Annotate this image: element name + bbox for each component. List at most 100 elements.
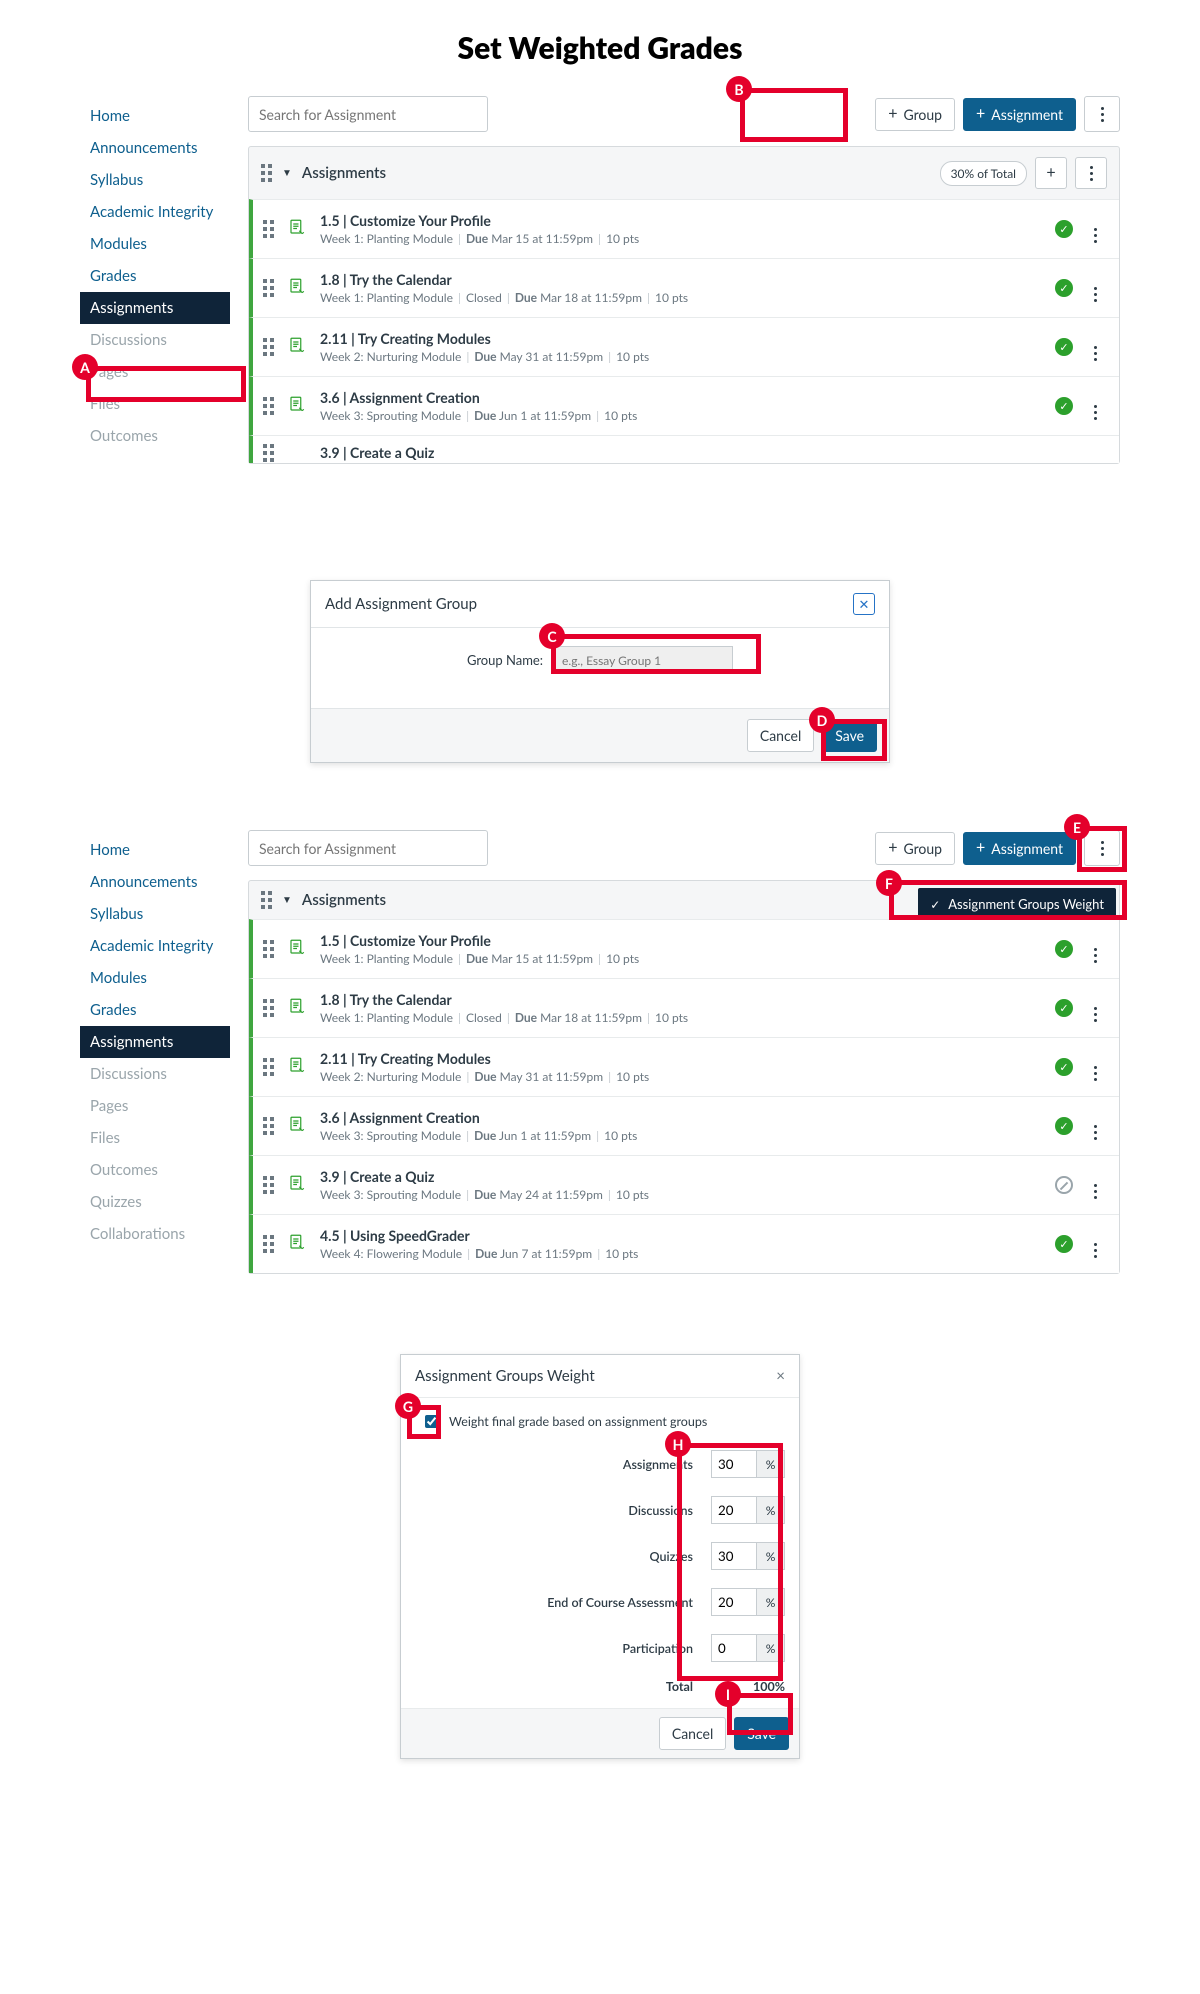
sidebar-item-assignments[interactable]: Assignments — [80, 1026, 230, 1058]
sidebar-item-academic-integrity[interactable]: Academic Integrity — [80, 196, 230, 228]
kebab-icon — [1087, 228, 1103, 243]
cancel-button[interactable]: Cancel — [659, 1717, 726, 1750]
assignment-row[interactable]: 3.9 | Create a QuizWeek 3: Sprouting Mod… — [249, 1155, 1119, 1214]
sidebar-item-modules[interactable]: Modules — [80, 962, 230, 994]
assignment-name: 2.11 | Try Creating Modules — [320, 330, 1041, 347]
drag-handle-icon[interactable] — [263, 338, 274, 356]
kebab-icon — [1087, 1007, 1103, 1022]
sidebar-item-outcomes[interactable]: Outcomes — [80, 1154, 230, 1186]
row-options-button[interactable] — [1087, 1054, 1103, 1081]
drag-handle-icon[interactable] — [263, 940, 274, 958]
search-input[interactable] — [248, 830, 488, 866]
drag-handle-icon[interactable] — [263, 1176, 274, 1194]
sidebar-item-grades[interactable]: Grades — [80, 994, 230, 1026]
drag-handle-icon[interactable] — [263, 279, 274, 297]
sidebar-item-pages[interactable]: Pages — [80, 1090, 230, 1122]
row-options-button[interactable] — [1087, 995, 1103, 1022]
drag-handle-icon[interactable] — [261, 891, 272, 909]
assignment-row[interactable]: 3.6 | Assignment CreationWeek 3: Sprouti… — [249, 1096, 1119, 1155]
assignment-row[interactable]: 1.8 | Try the CalendarWeek 1: Planting M… — [249, 978, 1119, 1037]
drag-handle-icon[interactable] — [263, 220, 274, 238]
sidebar-item-discussions[interactable]: Discussions — [80, 324, 230, 356]
group-name-input[interactable] — [553, 646, 733, 674]
sidebar-item-announcements[interactable]: Announcements — [80, 866, 230, 898]
sidebar-item-syllabus[interactable]: Syllabus — [80, 898, 230, 930]
drag-handle-icon[interactable] — [263, 1117, 274, 1135]
sidebar-item-assignments[interactable]: Assignments — [80, 292, 230, 324]
row-options-button[interactable] — [1087, 1231, 1103, 1258]
group-add-button[interactable]: + — [1035, 157, 1067, 189]
add-group-button[interactable]: + Group — [875, 832, 955, 865]
assignment-row[interactable]: 3.6 | Assignment CreationWeek 3: Sprouti… — [249, 376, 1119, 435]
row-options-button[interactable] — [1087, 936, 1103, 963]
sidebar-item-grades[interactable]: Grades — [80, 260, 230, 292]
close-icon[interactable]: × — [776, 1367, 785, 1385]
add-assignment-label: Assignment — [991, 106, 1063, 123]
drag-handle-icon[interactable] — [263, 1058, 274, 1076]
chevron-down-icon[interactable]: ▼ — [282, 167, 292, 179]
row-options-button[interactable] — [1087, 1113, 1103, 1140]
drag-handle-icon[interactable] — [263, 1235, 274, 1253]
kebab-icon — [1087, 1066, 1103, 1081]
row-options-button[interactable] — [1087, 1172, 1103, 1199]
assignment-row[interactable]: 1.8 | Try the CalendarWeek 1: Planting M… — [249, 258, 1119, 317]
sidebar-item-collaborations[interactable]: Collaborations — [80, 1218, 230, 1250]
assignment-row[interactable]: 2.11 | Try Creating ModulesWeek 2: Nurtu… — [249, 317, 1119, 376]
assignment-icon — [288, 996, 306, 1020]
drag-handle-icon[interactable] — [263, 397, 274, 415]
row-options-button[interactable] — [1087, 334, 1103, 361]
weight-row-label: Discussions — [415, 1503, 711, 1518]
close-icon[interactable]: ✕ — [853, 593, 875, 615]
sidebar-item-pages[interactable]: Pages — [80, 356, 230, 388]
assignment-name: 3.6 | Assignment Creation — [320, 1109, 1041, 1126]
weight-input[interactable] — [711, 1634, 757, 1662]
assignment-meta: Week 1: Planting Module|Closed|Due Mar 1… — [320, 290, 1041, 305]
assignment-row[interactable]: 1.5 | Customize Your ProfileWeek 1: Plan… — [249, 199, 1119, 258]
save-button[interactable]: Save — [734, 1717, 789, 1750]
weight-checkbox-row[interactable]: Weight final grade based on assignment g… — [415, 1408, 785, 1441]
weight-input[interactable] — [711, 1588, 757, 1616]
sidebar-item-files[interactable]: Files — [80, 388, 230, 420]
page-options-button[interactable] — [1084, 96, 1120, 132]
cancel-button[interactable]: Cancel — [747, 719, 814, 752]
sidebar-item-home[interactable]: Home — [80, 100, 230, 132]
sidebar-item-quizzes[interactable]: Quizzes — [80, 1186, 230, 1218]
sidebar-item-discussions[interactable]: Discussions — [80, 1058, 230, 1090]
group-options-button[interactable] — [1075, 157, 1107, 189]
row-options-button[interactable] — [1087, 275, 1103, 302]
add-assignment-button[interactable]: + Assignment — [963, 98, 1076, 131]
sidebar-item-home[interactable]: Home — [80, 834, 230, 866]
callout-f: F — [876, 870, 902, 896]
add-group-button[interactable]: + Group — [875, 98, 955, 131]
sidebar-item-files[interactable]: Files — [80, 1122, 230, 1154]
drag-handle-icon[interactable] — [263, 999, 274, 1017]
assignment-row[interactable]: 1.5 | Customize Your ProfileWeek 1: Plan… — [249, 919, 1119, 978]
drag-handle-icon[interactable] — [263, 444, 274, 462]
assignment-groups-weight-menu-item[interactable]: Assignment Groups Weight — [918, 888, 1116, 920]
assignment-row[interactable]: 4.5 | Using SpeedGraderWeek 4: Flowering… — [249, 1214, 1119, 1273]
kebab-icon — [1094, 841, 1110, 856]
add-assignment-button[interactable]: + Assignment — [963, 832, 1076, 865]
sidebar-item-modules[interactable]: Modules — [80, 228, 230, 260]
weight-checkbox[interactable] — [425, 1415, 438, 1428]
weight-input[interactable] — [711, 1450, 757, 1478]
sidebar-item-outcomes[interactable]: Outcomes — [80, 420, 230, 452]
drag-handle-icon[interactable] — [261, 164, 272, 182]
row-options-button[interactable] — [1087, 393, 1103, 420]
assignment-row[interactable]: 2.11 | Try Creating ModulesWeek 2: Nurtu… — [249, 1037, 1119, 1096]
published-icon: ✓ — [1055, 338, 1073, 356]
sidebar-item-syllabus[interactable]: Syllabus — [80, 164, 230, 196]
sidebar-item-announcements[interactable]: Announcements — [80, 132, 230, 164]
assignment-icon — [288, 1232, 306, 1256]
group-name-label: Group Name: — [467, 652, 543, 668]
chevron-down-icon[interactable]: ▼ — [282, 894, 292, 906]
sidebar-item-academic-integrity[interactable]: Academic Integrity — [80, 930, 230, 962]
callout-g: G — [395, 1393, 421, 1419]
assignment-meta: Week 1: Planting Module|Due Mar 15 at 11… — [320, 951, 1041, 966]
search-input[interactable] — [248, 96, 488, 132]
weight-input[interactable] — [711, 1542, 757, 1570]
assignment-name: 4.5 | Using SpeedGrader — [320, 1227, 1041, 1244]
weight-input[interactable] — [711, 1496, 757, 1524]
row-options-button[interactable] — [1087, 216, 1103, 243]
page-options-button[interactable] — [1084, 830, 1120, 866]
